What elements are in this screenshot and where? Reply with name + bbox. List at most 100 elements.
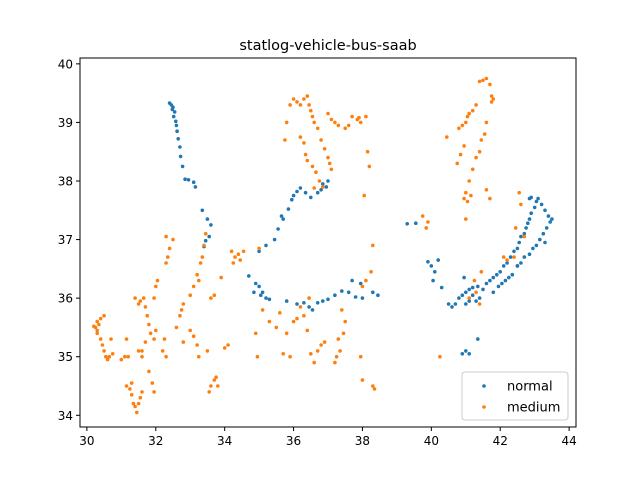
point-medium [178,313,182,318]
point-normal [319,188,323,192]
point-normal [522,231,527,236]
point-normal [298,186,303,190]
point-normal [247,274,251,278]
point-normal [371,290,375,295]
legend-marker-normal [482,384,486,388]
point-medium [253,331,258,336]
point-normal [464,349,468,353]
point-medium [362,193,367,198]
point-normal [496,284,501,289]
y-tick-label: 36 [58,292,73,306]
x-tick-label: 42 [493,434,508,448]
point-medium [195,343,199,347]
point-medium [174,325,179,330]
point-normal [515,246,520,251]
point-medium [474,103,478,107]
point-medium [281,352,286,356]
point-normal [290,197,294,202]
point-normal [526,221,530,225]
point-medium [231,261,236,265]
point-medium [233,255,237,259]
point-medium [164,354,168,359]
point-medium [128,387,132,391]
point-medium [181,302,186,306]
point-medium [143,305,148,309]
point-medium [505,258,509,262]
point-normal [253,281,258,286]
point-medium [315,349,320,353]
point-normal [284,299,289,303]
point-medium [179,308,184,312]
point-medium [489,94,494,98]
point-medium [364,114,368,119]
point-medium [482,132,487,136]
point-medium [315,126,320,131]
point-medium [147,322,151,327]
point-normal [203,238,208,243]
point-medium [467,111,472,116]
point-normal [326,297,330,302]
point-medium [322,147,327,151]
point-medium [334,354,339,359]
point-normal [529,211,533,215]
point-normal [491,290,496,295]
point-normal [431,278,435,283]
point-medium [95,319,99,324]
point-normal [272,237,277,242]
point-medium [491,97,496,101]
point-medium [474,290,478,295]
point-normal [538,237,542,242]
point-normal [519,261,523,265]
point-medium [465,114,470,119]
point-medium [154,284,158,289]
point-medium [154,328,158,333]
point-medium [307,103,311,107]
point-medium [209,296,213,300]
point-medium [257,246,261,251]
point-medium [358,354,363,359]
point-medium [229,249,234,254]
point-normal [500,281,504,286]
point-medium [462,196,466,201]
point-medium [310,164,315,169]
point-medium [333,360,337,365]
point-normal [544,226,549,230]
point-normal [315,190,320,195]
point-medium [92,324,96,329]
point-medium [100,343,105,347]
point-medium [295,316,299,321]
point-normal [467,352,472,356]
point-medium [522,234,527,239]
point-medium [291,319,296,324]
point-normal [439,285,444,290]
point-normal [539,202,544,207]
point-medium [155,278,160,283]
point-medium [200,255,205,259]
point-normal [527,196,532,201]
point-normal [183,177,187,181]
point-normal [303,190,308,195]
point-medium [152,337,156,341]
point-medium [164,261,168,265]
point-medium [166,255,170,259]
point-normal [174,119,178,124]
point-normal [541,231,546,236]
point-medium [312,360,317,365]
point-medium [95,331,99,336]
point-medium [212,378,217,382]
point-normal [267,297,272,302]
point-medium [138,395,143,400]
point-medium [105,357,110,362]
point-medium [462,144,466,148]
point-medium [489,100,494,104]
point-medium [336,123,341,128]
point-normal [281,217,286,221]
point-medium [160,349,165,353]
point-medium [284,120,289,125]
point-medium [241,249,246,254]
point-normal [259,293,263,298]
point-medium [98,337,103,341]
point-medium [329,117,334,122]
point-medium [336,337,341,341]
